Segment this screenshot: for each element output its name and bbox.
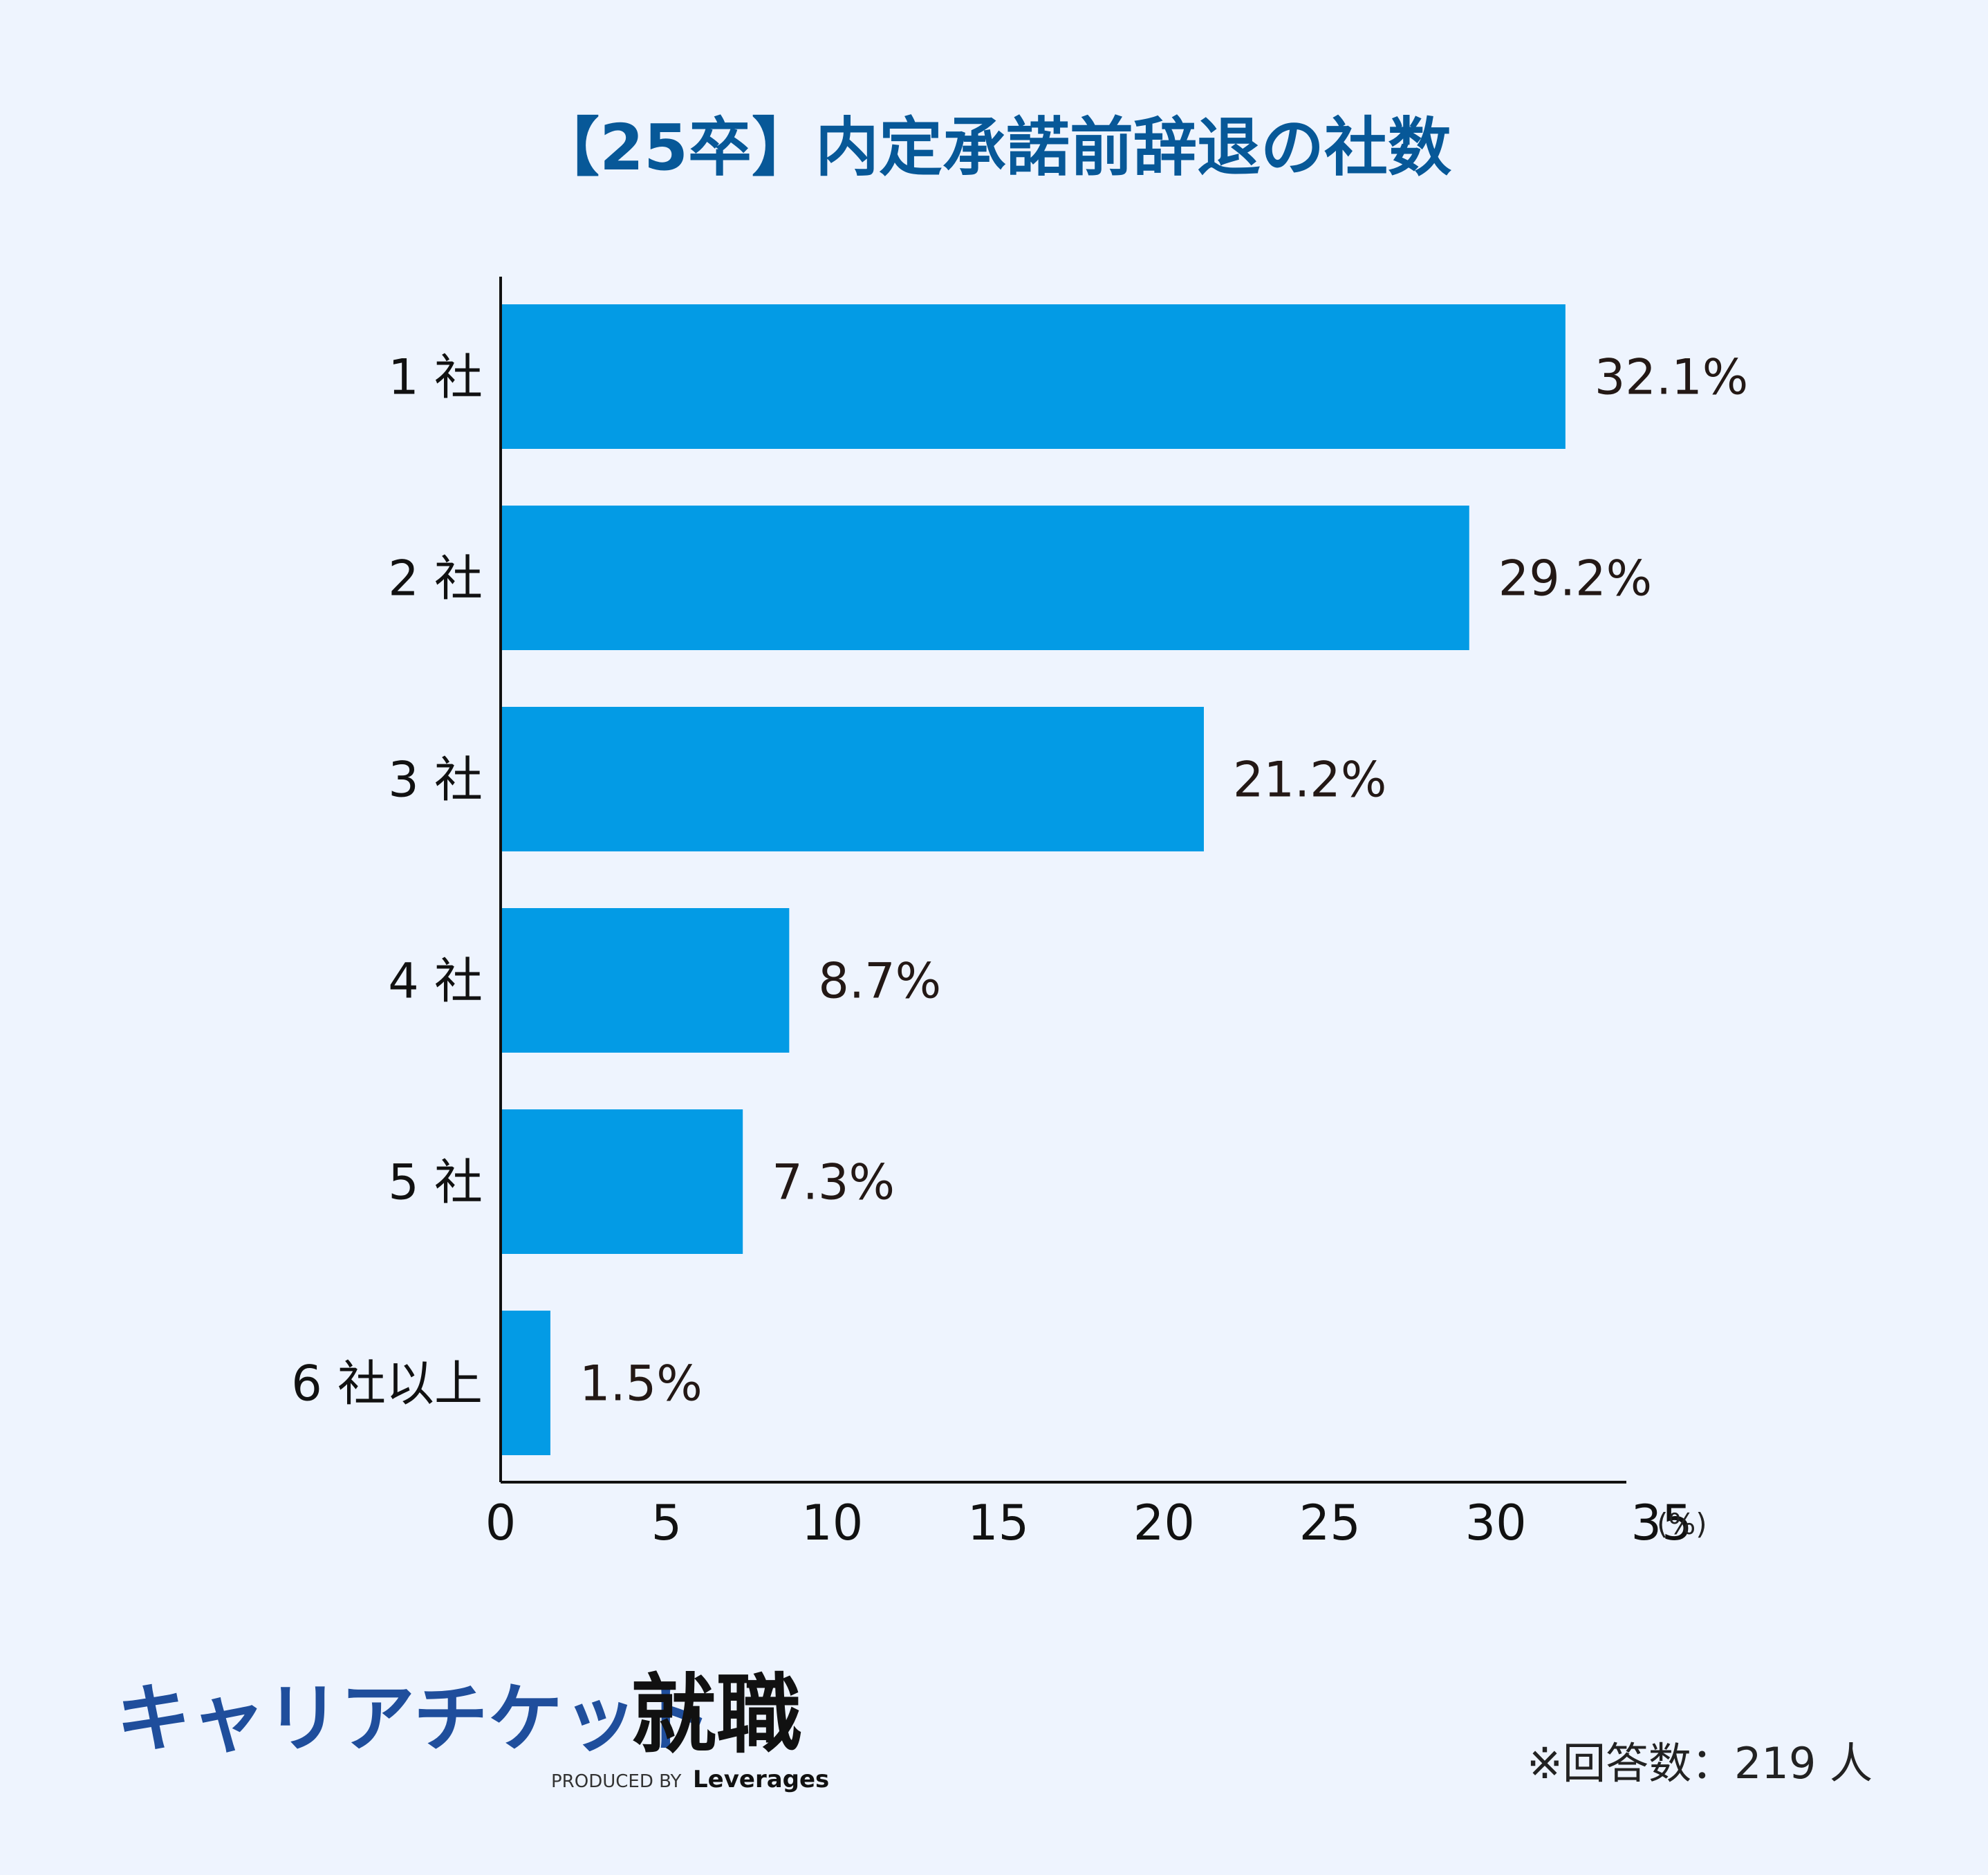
bar-6 [501,1311,550,1455]
x-tick-label-20: 20 [1133,1495,1195,1551]
produced-by-label: PRODUCED BY [551,1771,682,1792]
x-tick-label-0: 0 [485,1495,517,1551]
x-tick-label-10: 10 [801,1495,863,1551]
category-label-4: 4 社 [388,953,483,1010]
brand-logo: キャリアチケット 就職 PRODUCED BY Leverages [116,1665,829,1793]
bar-4 [501,908,790,1053]
x-tick-label-15: 15 [967,1495,1029,1551]
bars-layer [501,304,1566,1455]
producer-name: Leverages [693,1766,829,1793]
labels-layer: 1 社 32.1% 2 社 29.2% 3 社 21.2% 4 社 8.7% 5 社 7.3% 6 … [291,349,1748,1412]
x-tick-label-35: 35 [1631,1495,1692,1551]
category-label-6: 6 社以上 [291,1356,483,1412]
category-label-2: 2 社 [388,551,483,607]
category-label-3: 3 社 [388,752,483,809]
x-tick-label-5: 5 [651,1495,682,1551]
value-label-2: 29.2% [1498,551,1652,607]
x-tick-label-25: 25 [1299,1495,1361,1551]
value-label-5: 7.3% [772,1154,895,1211]
brand-name: キャリアチケット [116,1676,712,1762]
bar-5 [501,1109,743,1254]
x-tick-label-30: 30 [1465,1495,1527,1551]
bar-3 [501,707,1204,851]
respondent-count-note: ※回答数：219 人 [1527,1738,1873,1789]
value-label-4: 8.7% [818,953,941,1010]
x-ticks-layer: 0 5 10 15 20 25 30 35 [485,1495,1693,1551]
brand-suffix: 就職 [631,1665,802,1765]
value-label-6: 1.5% [579,1356,703,1412]
category-label-1: 1 社 [388,349,483,406]
category-label-5: 5 社 [388,1154,483,1211]
value-label-3: 21.2% [1233,752,1386,809]
x-unit-label: (%) [1657,1507,1707,1541]
value-label-1: 32.1% [1595,349,1748,406]
chart-title: 【25卒】内定承諾前辞退の社数 [536,111,1451,185]
bar-1 [501,304,1566,449]
bar-2 [501,506,1469,650]
